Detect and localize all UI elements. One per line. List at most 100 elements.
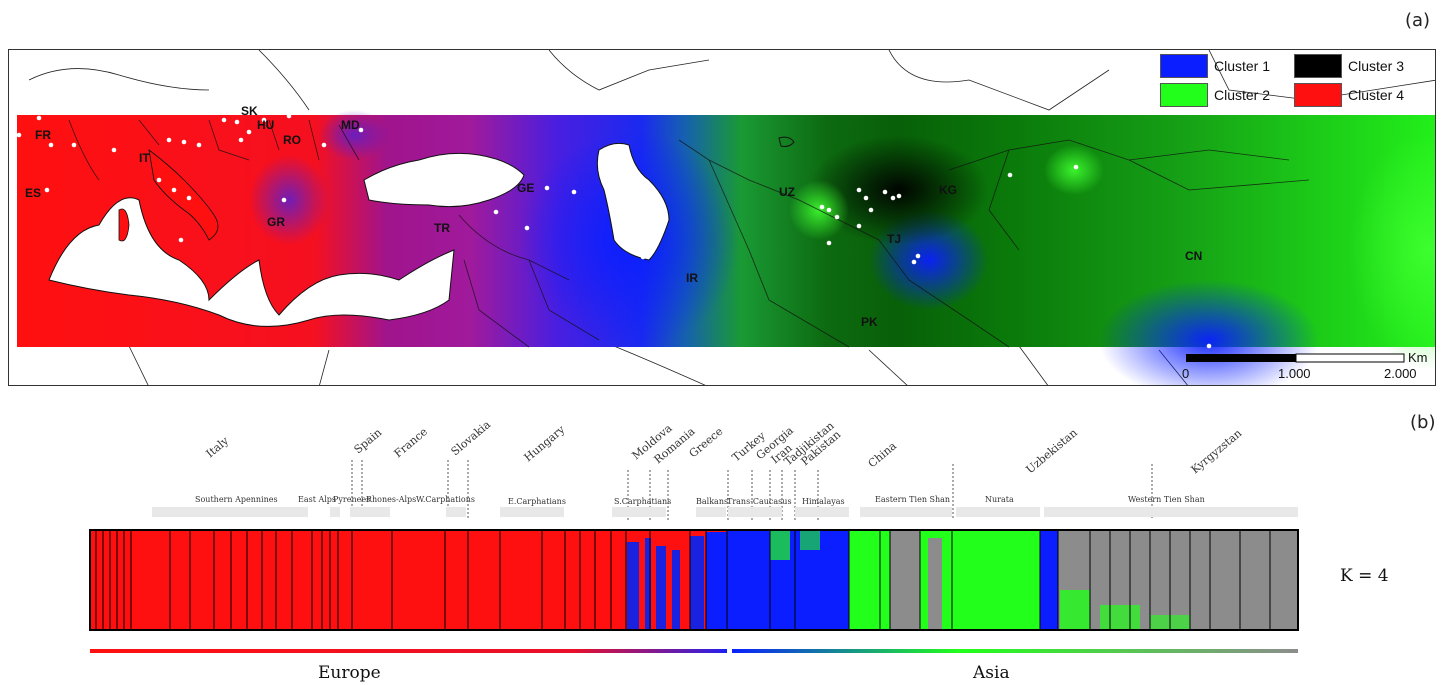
sample-point [286,113,292,119]
sample-point [16,132,22,138]
country-hungary: Hungary [522,422,568,464]
sample-point [238,137,244,143]
region-nurata: Nurata [985,495,1014,504]
sample-point [524,225,530,231]
legend-label: Cluster 2 [1214,87,1271,103]
legend-label: Cluster 3 [1348,58,1405,74]
sample-point [826,240,832,246]
country-labels: Italy Spain France Slovakia Hungary Mold… [204,420,1245,476]
sample-point [44,187,50,193]
legend-label: Cluster 4 [1348,87,1405,103]
sample-point [36,115,42,121]
sample-point [156,177,162,183]
population-dividers [95,530,1271,630]
aral-sea [778,136,795,147]
sample-point [181,139,187,145]
sample-point [882,189,888,195]
continent-gradient-bar [90,649,1298,653]
code-es: ES [25,186,41,200]
code-tj: TJ [887,232,901,246]
legend-swatch [1160,83,1208,107]
mediterranean-sea [48,197,455,327]
scale-tick-2: 2.000 [1384,366,1417,381]
green-region-china-west [1044,145,1104,195]
code-kg: KG [939,183,957,197]
sample-point [856,223,862,229]
sample-point [221,117,227,123]
region-pyrenees: Pyrenees [333,495,370,504]
country-kyrgyzstan: Kyrgyzstan [1189,427,1245,477]
sample-point [1007,172,1013,178]
region-bars [152,507,1298,517]
code-ir: IR [686,271,698,285]
cluster-legend: Cluster 1 Cluster 3 Cluster 2 Cluster 4 [1160,53,1428,111]
panel-a-label: (a) [1405,10,1431,31]
legend-item-cluster-3: Cluster 3 [1294,53,1404,79]
region-trans-caucasus: Trans-Caucasus [727,497,792,506]
sample-point [196,142,202,148]
structure-frame [89,529,1299,631]
legend-label: Cluster 1 [1214,58,1271,74]
blue-region-moldova [319,110,389,160]
sample-point [819,204,825,210]
sample-point [171,187,177,193]
code-cn: CN [1185,249,1202,263]
sample-point [246,129,252,135]
region-western-tien-shan: Western Tien Shan [1128,495,1205,504]
legend-swatch [1160,54,1208,78]
country-uzbekistan: Uzbekistan [1024,426,1080,476]
sample-point [640,254,646,260]
region-rhones-alps: Rhones-Alps [366,495,416,504]
structure-bars [90,530,1298,630]
country-france: France [392,425,430,460]
scale-tick-0: 0 [1182,366,1190,381]
sample-point [1073,164,1079,170]
k-label: K = 4 [1340,566,1389,586]
sample-point [166,137,172,143]
structure-plot: Italy Spain France Slovakia Hungary Mold… [89,420,1299,653]
region-s-carphatians: S.Carphatians [614,497,671,506]
country-code-labels: FR ES IT SK HU RO MD GR TR GE IR UZ KG T… [25,104,1202,329]
sample-point [358,127,364,133]
scale-tick-1: 1.000 [1278,366,1311,381]
sample-point [868,207,874,213]
continent-europe: Europe [318,663,381,683]
panel-b-label: (b) [1410,412,1436,433]
sample-point [571,189,577,195]
sample-point [493,209,499,215]
country-spain: Spain [352,426,385,456]
code-md: MD [341,118,360,132]
region-labels: Southern Apennines East Alps Pyrenees Rh… [195,495,1205,506]
sample-point [186,195,192,201]
sample-point [234,119,240,125]
sample-point [48,142,54,148]
code-ro: RO [283,133,301,147]
country-slovakia: Slovakia [449,420,494,458]
country-borders [68,119,1310,348]
sample-point [890,195,896,201]
region-e-carphatians: E.Carphatians [508,497,566,506]
legend-item-cluster-2: Cluster 2 [1160,82,1270,108]
green-region-east [1349,130,1435,370]
region-himalayas: Himalayas [802,497,845,506]
code-tr: TR [434,221,450,235]
sample-point [896,193,902,199]
black-sea [363,152,525,208]
legend-swatch [1294,83,1342,107]
code-hu: HU [257,118,274,132]
sample-point [261,117,267,123]
country-italy: Italy [204,434,232,461]
region-w-carphations: W.Carphations [416,495,475,504]
country-china: China [866,439,900,470]
sample-point [915,253,921,259]
sample-point [111,147,117,153]
sample-point [826,207,832,213]
region-southern-apennines: Southern Apennines [195,495,278,504]
background-borders [28,50,1435,385]
code-sk: SK [241,104,258,118]
legend-item-cluster-1: Cluster 1 [1160,53,1270,79]
sample-points [16,113,1212,349]
sample-point [544,185,550,191]
sample-point [178,237,184,243]
sardinia [118,208,130,242]
